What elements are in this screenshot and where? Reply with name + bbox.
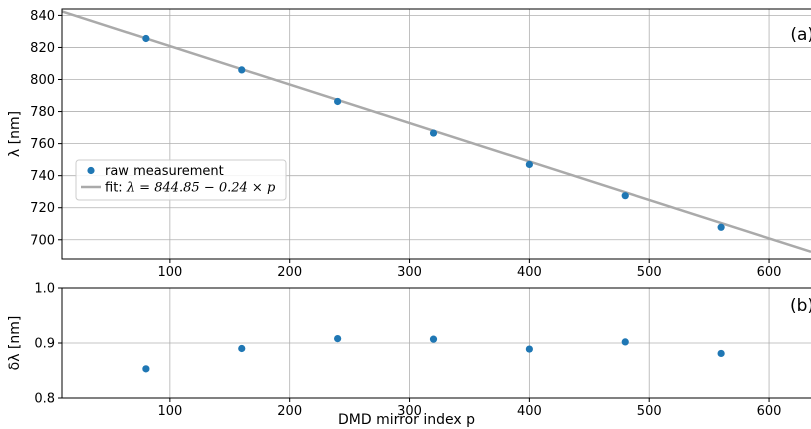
- data-point-a-7: [717, 223, 725, 231]
- tick-label-x-b-400: 400: [517, 404, 542, 419]
- tick-label-y-a-760: 760: [30, 137, 55, 152]
- tick-label-x-b-300: 300: [397, 404, 422, 419]
- points-a: [142, 34, 725, 231]
- legend-marker-raw: [87, 166, 95, 175]
- tick-label-y-a-840: 840: [30, 9, 55, 24]
- tick-label-y-a-820: 820: [30, 41, 55, 56]
- grid-a: [62, 9, 811, 259]
- tick-label-y-b-1: 0.9: [34, 337, 55, 352]
- axes-frame-a: [61, 8, 811, 260]
- tick-label-x-a-300: 300: [397, 265, 422, 280]
- tick-label-y-a-780: 780: [30, 105, 55, 120]
- tick-label-x-a-200: 200: [277, 265, 302, 280]
- data-point-b-2: [238, 344, 246, 353]
- tick-label-x-b-600: 600: [757, 404, 782, 419]
- legend-label-fit: fit: λ = 844.85 − 0.24 × p: [105, 181, 276, 196]
- grid-b: [62, 287, 811, 399]
- data-point-a-1: [142, 34, 150, 43]
- y-axis-label-a: λ [nm]: [7, 111, 23, 157]
- data-point-a-5: [525, 160, 533, 169]
- tick-label-y-a-800: 800: [30, 73, 55, 88]
- ticks-b: 0.8 0.9 1.0 100 200 300 400 500 600: [34, 282, 781, 420]
- tick-label-x-b-200: 200: [277, 404, 302, 419]
- legend-label-raw: raw measurement: [105, 164, 224, 179]
- data-point-b-5: [525, 345, 533, 353]
- tick-label-x-a-600: 600: [757, 265, 782, 280]
- tick-label-x-a-500: 500: [637, 265, 662, 280]
- legend-fit-equation: λ = 844.85 − 0.24 × p: [126, 181, 276, 196]
- data-point-b-4: [429, 335, 438, 343]
- tick-label-y-a-740: 740: [30, 169, 55, 184]
- legend: raw measurement fit: λ = 844.85 − 0.24 ×…: [75, 159, 287, 201]
- data-point-a-6: [621, 192, 629, 200]
- tick-label-y-b-0: 0.8: [34, 392, 55, 407]
- legend-fit-prefix: fit:: [105, 181, 127, 196]
- data-point-b-3: [334, 335, 342, 343]
- panel-label-a: (a): [790, 25, 811, 45]
- data-point-a-4: [429, 129, 438, 137]
- data-point-b-1: [142, 365, 150, 373]
- x-axis-label: DMD mirror index p: [338, 412, 475, 428]
- tick-label-y-b-2: 1.0: [34, 282, 55, 297]
- data-point-b-7: [717, 349, 725, 358]
- y-axis-label-b: δλ [nm]: [7, 316, 23, 371]
- points-b: [142, 335, 725, 373]
- legend-box: [75, 159, 287, 201]
- tick-label-y-a-700: 700: [30, 233, 55, 248]
- tick-label-x-b-100: 100: [157, 404, 182, 419]
- ticks-a: 700 720 740 760 780 800 820 840 100 200 300 400 500 6…: [30, 9, 781, 280]
- data-point-a-3: [334, 97, 342, 106]
- tick-label-x-a-400: 400: [517, 265, 542, 280]
- panel-a: 700 720 740 760 780 800 820 840 100 200 300 400 500 6…: [7, 8, 811, 280]
- tick-label-x-a-100: 100: [157, 265, 182, 280]
- data-point-a-2: [238, 66, 246, 74]
- data-point-b-6: [621, 338, 629, 346]
- panel-label-b: (b): [790, 296, 811, 316]
- axes-frame-b: [61, 287, 811, 399]
- tick-label-y-a-720: 720: [30, 201, 55, 216]
- tick-label-x-b-500: 500: [637, 404, 662, 419]
